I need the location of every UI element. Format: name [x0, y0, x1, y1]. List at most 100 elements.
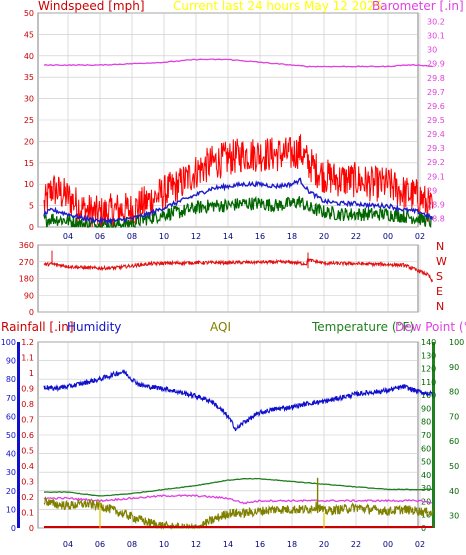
wind-x-tick-14: 14	[223, 232, 233, 241]
wind-x-tick-00: 00	[383, 232, 393, 241]
windspeed-tick-5: 5	[29, 202, 34, 211]
climate-x-tick-02: 02	[415, 540, 425, 549]
rainfall-tick-0.8: 0.8	[21, 400, 34, 409]
barometer-tick-29.6: 29.6	[427, 102, 445, 111]
windspeed-tick-10: 10	[24, 180, 34, 189]
humidity-tick-40: 40	[6, 450, 16, 459]
wind-direction-series	[43, 257, 434, 283]
wind-x-tick-10: 10	[159, 232, 169, 241]
dewpoint-tick-80: 80	[449, 388, 459, 397]
rainfall-tick-0.2: 0.2	[21, 493, 34, 502]
humidity-axis-bar	[17, 342, 20, 528]
temperature-tick-80: 80	[421, 418, 431, 427]
wind-x-tick-08: 08	[127, 232, 137, 241]
climate-x-tick-16: 16	[255, 540, 265, 549]
temperature-tick-10: 10	[421, 511, 431, 520]
aqi-label: AQI	[210, 320, 231, 334]
rainfall-tick-0.5: 0.5	[21, 447, 34, 456]
climate-x-tick-22: 22	[351, 540, 361, 549]
rainfall-tick-0.1: 0.1	[21, 509, 34, 518]
windspeed-tick-50: 50	[24, 9, 34, 18]
dewpoint-tick-30: 30	[449, 512, 459, 521]
windspeed-tick-25: 25	[24, 116, 34, 125]
climate-x-tick-00: 00	[383, 540, 393, 549]
temperature-tick-30: 30	[421, 484, 431, 493]
direction-tick-0: 0	[29, 308, 34, 317]
rainfall-tick-0.6: 0.6	[21, 431, 34, 440]
rainfall-tick-0.7: 0.7	[21, 416, 34, 425]
temperature-tick-70: 70	[421, 431, 431, 440]
rainfall-tick-0.3: 0.3	[21, 478, 34, 487]
windspeed-tick-35: 35	[24, 73, 34, 82]
direction-tick-360: 360	[19, 241, 34, 250]
barometer-tick-29: 29	[427, 186, 437, 195]
temperature-axis-bar	[432, 342, 435, 528]
dewpoint-axis-label: Dew Point (°F)	[395, 320, 466, 334]
barometer-tick-29.8: 29.8	[427, 74, 445, 83]
temperature-tick-130: 130	[421, 351, 436, 360]
barometer-tick-28.8: 28.8	[427, 215, 445, 224]
windspeed-tick-45: 45	[24, 30, 34, 39]
barometer-tick-30.1: 30.1	[427, 32, 445, 41]
rainfall-tick-1.1: 1.1	[21, 354, 34, 363]
compass-label-2: S	[436, 270, 443, 283]
rainfall-axis-label: Rainfall [.in]	[1, 320, 74, 334]
rainfall-tick-1.2: 1.2	[21, 338, 34, 347]
dewpoint-tick-100: 100	[449, 338, 464, 347]
dewpoint-tick-40: 40	[449, 487, 459, 496]
climate-panel: 010203040506070809010000.10.20.30.40.50.…	[1, 338, 465, 549]
chart-title: Current last 24 hours May 12 2025	[173, 0, 382, 13]
aqi-series	[43, 496, 434, 531]
barometer-tick-29.2: 29.2	[427, 158, 445, 167]
rainfall-tick-0: 0	[29, 524, 34, 533]
wind-x-tick-18: 18	[287, 232, 297, 241]
temperature-tick-100: 100	[421, 391, 436, 400]
climate-x-tick-14: 14	[223, 540, 233, 549]
climate-x-tick-08: 08	[127, 540, 137, 549]
humidity-tick-100: 100	[1, 338, 16, 347]
temperature-tick-0: 0	[421, 524, 426, 533]
temperature-tick-60: 60	[421, 444, 431, 453]
barometer-tick-29.1: 29.1	[427, 172, 445, 181]
barometer-tick-29.3: 29.3	[427, 144, 445, 153]
direction-tick-90: 90	[24, 291, 34, 300]
barometer-tick-29.9: 29.9	[427, 60, 445, 69]
compass-label-0: N	[436, 240, 444, 253]
windspeed-tick-0: 0	[29, 223, 34, 232]
dewpoint-tick-70: 70	[449, 412, 459, 421]
humidity-tick-60: 60	[6, 412, 16, 421]
direction-tick-270: 270	[19, 258, 34, 267]
barometer-tick-29.7: 29.7	[427, 88, 445, 97]
climate-x-tick-10: 10	[159, 540, 169, 549]
humidity-tick-50: 50	[6, 431, 16, 440]
wind-x-tick-20: 20	[319, 232, 329, 241]
windspeed-tick-15: 15	[24, 159, 34, 168]
rainfall-tick-0.4: 0.4	[21, 462, 34, 471]
barometer-tick-30.2: 30.2	[427, 17, 445, 26]
humidity-tick-10: 10	[6, 505, 16, 514]
humidity-tick-30: 30	[6, 468, 16, 477]
climate-x-tick-18: 18	[287, 540, 297, 549]
wind-average-series	[43, 177, 434, 225]
rainfall-tick-1: 1	[29, 369, 34, 378]
compass-label-3: E	[436, 285, 443, 298]
barometer-tick-29.5: 29.5	[427, 116, 445, 125]
climate-x-tick-06: 06	[95, 540, 105, 549]
temperature-tick-50: 50	[421, 458, 431, 467]
windspeed-tick-40: 40	[24, 52, 34, 61]
barometer-tick-30: 30	[427, 46, 437, 55]
climate-x-tick-20: 20	[319, 540, 329, 549]
rainfall-tick-0.9: 0.9	[21, 385, 34, 394]
dewpoint-series	[43, 494, 432, 505]
wind-x-tick-16: 16	[255, 232, 265, 241]
wind-gust-series	[43, 134, 434, 228]
wind-low-series	[43, 195, 434, 229]
temperature-tick-40: 40	[421, 471, 431, 480]
temperature-tick-120: 120	[421, 365, 436, 374]
temperature-tick-140: 140	[421, 338, 436, 347]
compass-label-4: N	[436, 300, 444, 313]
wind-x-tick-12: 12	[191, 232, 201, 241]
compass-label-1: W	[436, 255, 447, 268]
